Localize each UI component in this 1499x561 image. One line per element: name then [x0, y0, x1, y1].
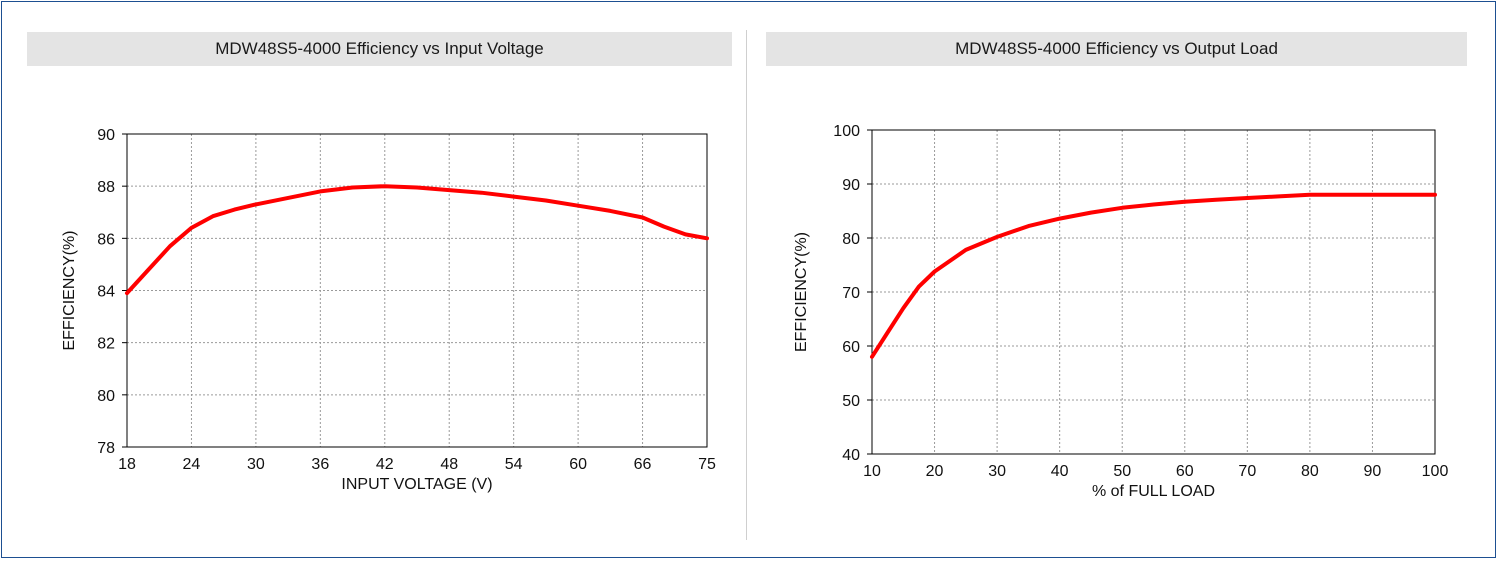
right-x-tick-label: 70: [1238, 463, 1256, 480]
left-y-tick-label: 80: [97, 388, 115, 405]
chart-title-output-load: MDW48S5-4000 Efficiency vs Output Load: [766, 32, 1467, 66]
right-plot-border: [871, 129, 1436, 455]
left-series-line: [125, 184, 709, 296]
left-x-tick-label: 36: [311, 456, 329, 473]
right-y-axis-label: EFFICIENCY(%): [793, 232, 810, 352]
right-x-tick-label: 20: [926, 463, 944, 480]
right-x-tick-label: 100: [1422, 463, 1449, 480]
left-y-tick-label: 84: [97, 284, 115, 301]
right-x-tick-label: 30: [988, 463, 1006, 480]
left-y-tick-label: 90: [97, 127, 115, 144]
left-x-tick-label: 48: [440, 456, 458, 473]
left-x-tick-label: 60: [569, 456, 587, 473]
left-x-tick-label: 66: [634, 456, 652, 473]
left-x-axis-label: INPUT VOLTAGE (V): [341, 476, 492, 493]
right-series-line: [870, 192, 1437, 359]
left-x-tick-label: 24: [183, 456, 201, 473]
left-y-tick-label: 82: [97, 336, 115, 353]
left-x-tick-label: 18: [118, 456, 136, 473]
right-y-tick-label: 60: [842, 339, 860, 356]
left-x-tick-label: 54: [505, 456, 523, 473]
right-x-tick-label: 60: [1176, 463, 1194, 480]
left-x-tick-label: 75: [698, 456, 716, 473]
right-x-axis-label: % of FULL LOAD: [1092, 483, 1215, 500]
right-y-tick-label: 100: [833, 123, 860, 140]
right-x-tick-label: 80: [1301, 463, 1319, 480]
right-y-tick-label: 70: [842, 285, 860, 302]
chart-title-input-voltage: MDW48S5-4000 Efficiency vs Input Voltage: [27, 32, 732, 66]
right-x-tick-label: 40: [1051, 463, 1069, 480]
right-y-tick-label: 50: [842, 393, 860, 410]
left-y-tick-label: 78: [97, 440, 115, 457]
panel-divider: [746, 30, 747, 540]
right-x-tick-label: 10: [863, 463, 881, 480]
right-x-tick-label: 50: [1113, 463, 1131, 480]
left-x-tick-label: 30: [247, 456, 265, 473]
left-y-tick-label: 88: [97, 179, 115, 196]
right-y-tick-label: 40: [842, 447, 860, 464]
right-y-tick-label: 80: [842, 231, 860, 248]
right-x-tick-label: 90: [1364, 463, 1382, 480]
left-y-tick-label: 86: [97, 231, 115, 248]
left-x-tick-label: 42: [376, 456, 394, 473]
left-y-axis-label: EFFICIENCY(%): [61, 231, 78, 351]
right-y-tick-label: 90: [842, 177, 860, 194]
